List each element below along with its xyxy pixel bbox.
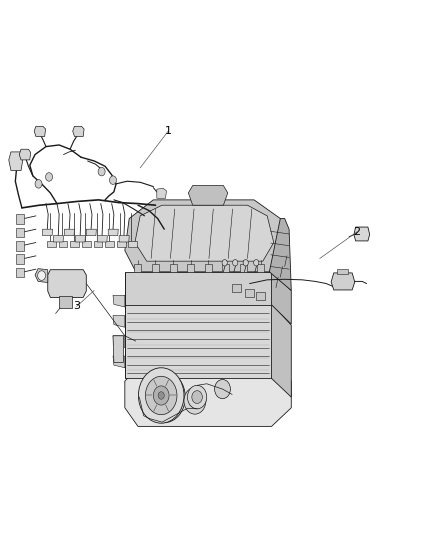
Polygon shape [86, 229, 96, 236]
Circle shape [110, 176, 117, 184]
Bar [205, 264, 212, 272]
Polygon shape [105, 241, 114, 247]
Circle shape [158, 392, 164, 399]
Polygon shape [34, 126, 46, 136]
Circle shape [151, 381, 177, 413]
Bar [337, 269, 348, 274]
Polygon shape [188, 185, 228, 205]
Circle shape [143, 372, 185, 423]
Polygon shape [16, 214, 24, 224]
Polygon shape [59, 241, 67, 247]
Circle shape [187, 385, 207, 409]
Polygon shape [272, 272, 291, 324]
Polygon shape [16, 228, 24, 237]
Polygon shape [125, 200, 285, 272]
Circle shape [138, 368, 184, 423]
Polygon shape [42, 229, 53, 236]
Bar [152, 264, 159, 272]
Circle shape [153, 386, 169, 405]
Polygon shape [82, 241, 91, 247]
Circle shape [158, 390, 170, 405]
Circle shape [215, 379, 230, 399]
Polygon shape [75, 236, 85, 242]
Polygon shape [53, 236, 64, 242]
Circle shape [192, 391, 202, 403]
Text: 2: 2 [353, 227, 360, 237]
Polygon shape [97, 236, 107, 242]
Circle shape [35, 180, 42, 188]
Polygon shape [113, 336, 125, 348]
Polygon shape [113, 316, 125, 327]
Polygon shape [73, 126, 84, 136]
Polygon shape [35, 269, 48, 282]
Polygon shape [125, 272, 272, 305]
Polygon shape [70, 241, 79, 247]
Polygon shape [135, 205, 274, 261]
Polygon shape [48, 270, 86, 297]
Polygon shape [108, 229, 118, 236]
Polygon shape [16, 268, 24, 277]
Polygon shape [354, 227, 370, 241]
Circle shape [233, 260, 238, 266]
Polygon shape [113, 295, 125, 307]
Polygon shape [272, 304, 291, 397]
Bar [257, 264, 264, 272]
Polygon shape [16, 254, 24, 264]
Polygon shape [113, 356, 125, 368]
Polygon shape [331, 273, 355, 290]
Circle shape [254, 260, 259, 266]
Circle shape [184, 387, 206, 414]
Polygon shape [16, 241, 24, 251]
Polygon shape [157, 188, 166, 198]
Bar [59, 296, 72, 308]
Bar [187, 264, 194, 272]
Polygon shape [128, 241, 137, 247]
Polygon shape [64, 229, 74, 236]
Polygon shape [117, 241, 126, 247]
Polygon shape [9, 152, 23, 171]
Bar [170, 264, 177, 272]
Bar [240, 264, 247, 272]
Polygon shape [47, 241, 56, 247]
Polygon shape [19, 149, 31, 160]
Circle shape [189, 394, 201, 408]
Bar [134, 264, 141, 272]
Text: 3: 3 [73, 302, 80, 311]
Text: 1: 1 [165, 126, 172, 135]
Bar [222, 264, 229, 272]
Circle shape [243, 260, 248, 266]
Polygon shape [269, 219, 291, 290]
Circle shape [38, 271, 46, 280]
Polygon shape [119, 236, 129, 242]
Circle shape [46, 173, 53, 181]
Polygon shape [113, 336, 124, 362]
Circle shape [145, 376, 177, 415]
Bar [245, 289, 254, 297]
Polygon shape [125, 368, 291, 426]
Circle shape [222, 260, 227, 266]
Bar [256, 292, 265, 300]
Polygon shape [94, 241, 102, 247]
Circle shape [98, 167, 105, 176]
Polygon shape [125, 304, 272, 378]
Bar [232, 284, 241, 292]
